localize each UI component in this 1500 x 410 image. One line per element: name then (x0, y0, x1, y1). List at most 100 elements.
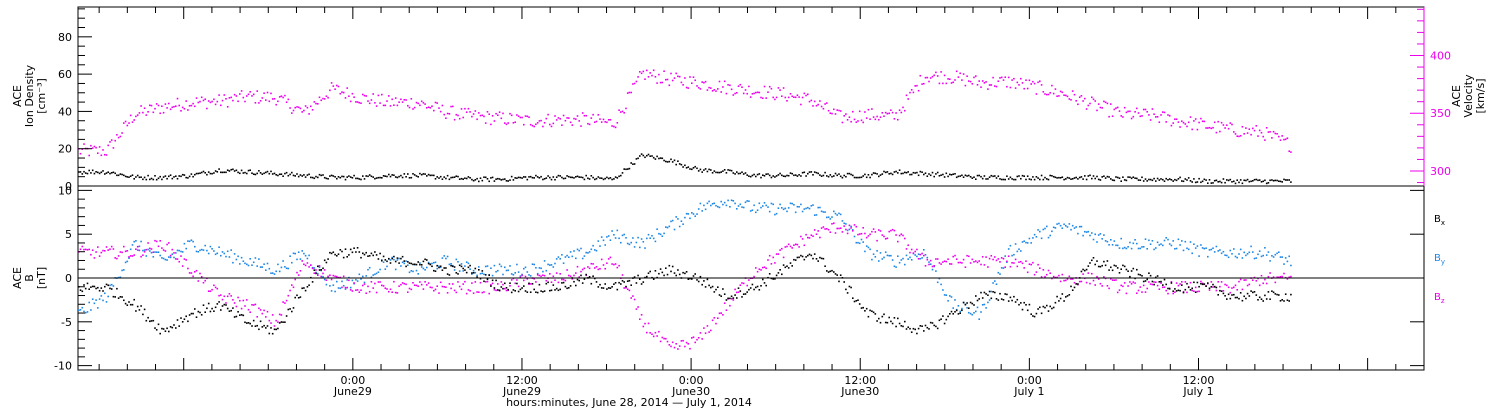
bx-point (1127, 270, 1129, 272)
bz-point (247, 308, 250, 311)
bx-point (460, 265, 463, 268)
velocity-point (382, 104, 385, 107)
by-point (992, 282, 994, 284)
bx-point (1110, 266, 1112, 269)
density-point (571, 176, 574, 179)
bx-point (1056, 295, 1058, 298)
velocity-point (651, 74, 653, 77)
velocity-point (152, 111, 155, 114)
bz-point (363, 283, 366, 285)
bz-point (706, 325, 709, 327)
velocity-point (533, 125, 535, 128)
density-point (362, 175, 364, 177)
by-point (377, 271, 380, 273)
density-point (168, 175, 170, 178)
bz-point (692, 336, 695, 338)
by-point (673, 228, 676, 231)
bx-point (834, 273, 837, 275)
by-point (1044, 227, 1046, 230)
bz-point (1236, 289, 1238, 291)
density-point (929, 174, 932, 177)
velocity-point (730, 88, 733, 91)
by-point (1122, 247, 1124, 250)
bx-point (957, 313, 960, 315)
velocity-point (978, 80, 980, 82)
velocity-point (277, 100, 279, 103)
bx-point (1063, 300, 1065, 302)
bz-point (1146, 287, 1148, 290)
density-point (386, 175, 388, 178)
bz-point (879, 230, 882, 232)
bx-point (533, 288, 535, 291)
bz-point (957, 261, 960, 264)
velocity-point (381, 93, 383, 96)
by-point (375, 272, 378, 275)
density-point (599, 177, 601, 179)
bx-point (845, 288, 847, 291)
by-point (168, 256, 170, 258)
bx-point (1037, 308, 1039, 310)
velocity-point (183, 108, 186, 110)
by-point (729, 206, 731, 208)
by-point (1096, 241, 1098, 243)
by-point (1104, 240, 1107, 242)
density-point (566, 175, 568, 177)
density-point (218, 168, 220, 170)
density-point (439, 175, 442, 178)
bz-point (484, 281, 487, 283)
velocity-point (1044, 93, 1046, 95)
by-point (675, 216, 677, 218)
bx-point (270, 327, 272, 329)
bz-point (557, 281, 560, 284)
bz-point (296, 271, 298, 274)
velocity-point (1201, 120, 1204, 123)
bx-point (812, 257, 814, 260)
bz-point (994, 256, 996, 258)
bz-point (955, 258, 958, 260)
bz-point (914, 250, 916, 253)
density-point (462, 178, 464, 180)
bx-point (311, 281, 314, 283)
bx-point (888, 316, 890, 319)
density-point (1035, 176, 1038, 178)
bz-point (770, 263, 773, 265)
bx-point (1186, 282, 1188, 285)
velocity-point (453, 118, 456, 121)
density-point (483, 176, 485, 178)
bx-point (161, 327, 163, 330)
bz-point (867, 235, 870, 237)
velocity-point (289, 107, 291, 109)
bz-point (147, 242, 149, 244)
by-point (753, 204, 755, 207)
density-point (178, 175, 180, 177)
by-point (533, 263, 535, 266)
density-point (216, 171, 219, 173)
by-point (1278, 251, 1280, 253)
x-axis-title: hours:minutes, June 28, 2014 — July 1, 2… (506, 396, 752, 409)
bx-point (1073, 286, 1076, 289)
bz-point (478, 291, 480, 293)
bz-point (438, 292, 440, 294)
bz-point (131, 255, 134, 257)
velocity-point (154, 107, 156, 110)
velocity-point (824, 103, 826, 105)
bx-point (181, 321, 184, 323)
bx-point (999, 292, 1001, 295)
bx-point (102, 290, 104, 292)
by-point (1167, 238, 1169, 241)
velocity-point (1276, 133, 1278, 135)
by-point (940, 283, 942, 286)
bx-point (225, 304, 227, 306)
bx-point (1111, 269, 1114, 272)
bx-point (710, 286, 712, 289)
bz-point (1037, 263, 1039, 266)
density-point (1039, 178, 1041, 181)
velocity-point (131, 121, 134, 123)
density-tick-label: 80 (58, 31, 72, 44)
density-point (523, 176, 525, 178)
by-point (135, 240, 137, 242)
bx-point (1158, 281, 1161, 283)
bz-point (680, 340, 683, 342)
bz-point (1174, 291, 1176, 293)
density-point (498, 178, 501, 180)
